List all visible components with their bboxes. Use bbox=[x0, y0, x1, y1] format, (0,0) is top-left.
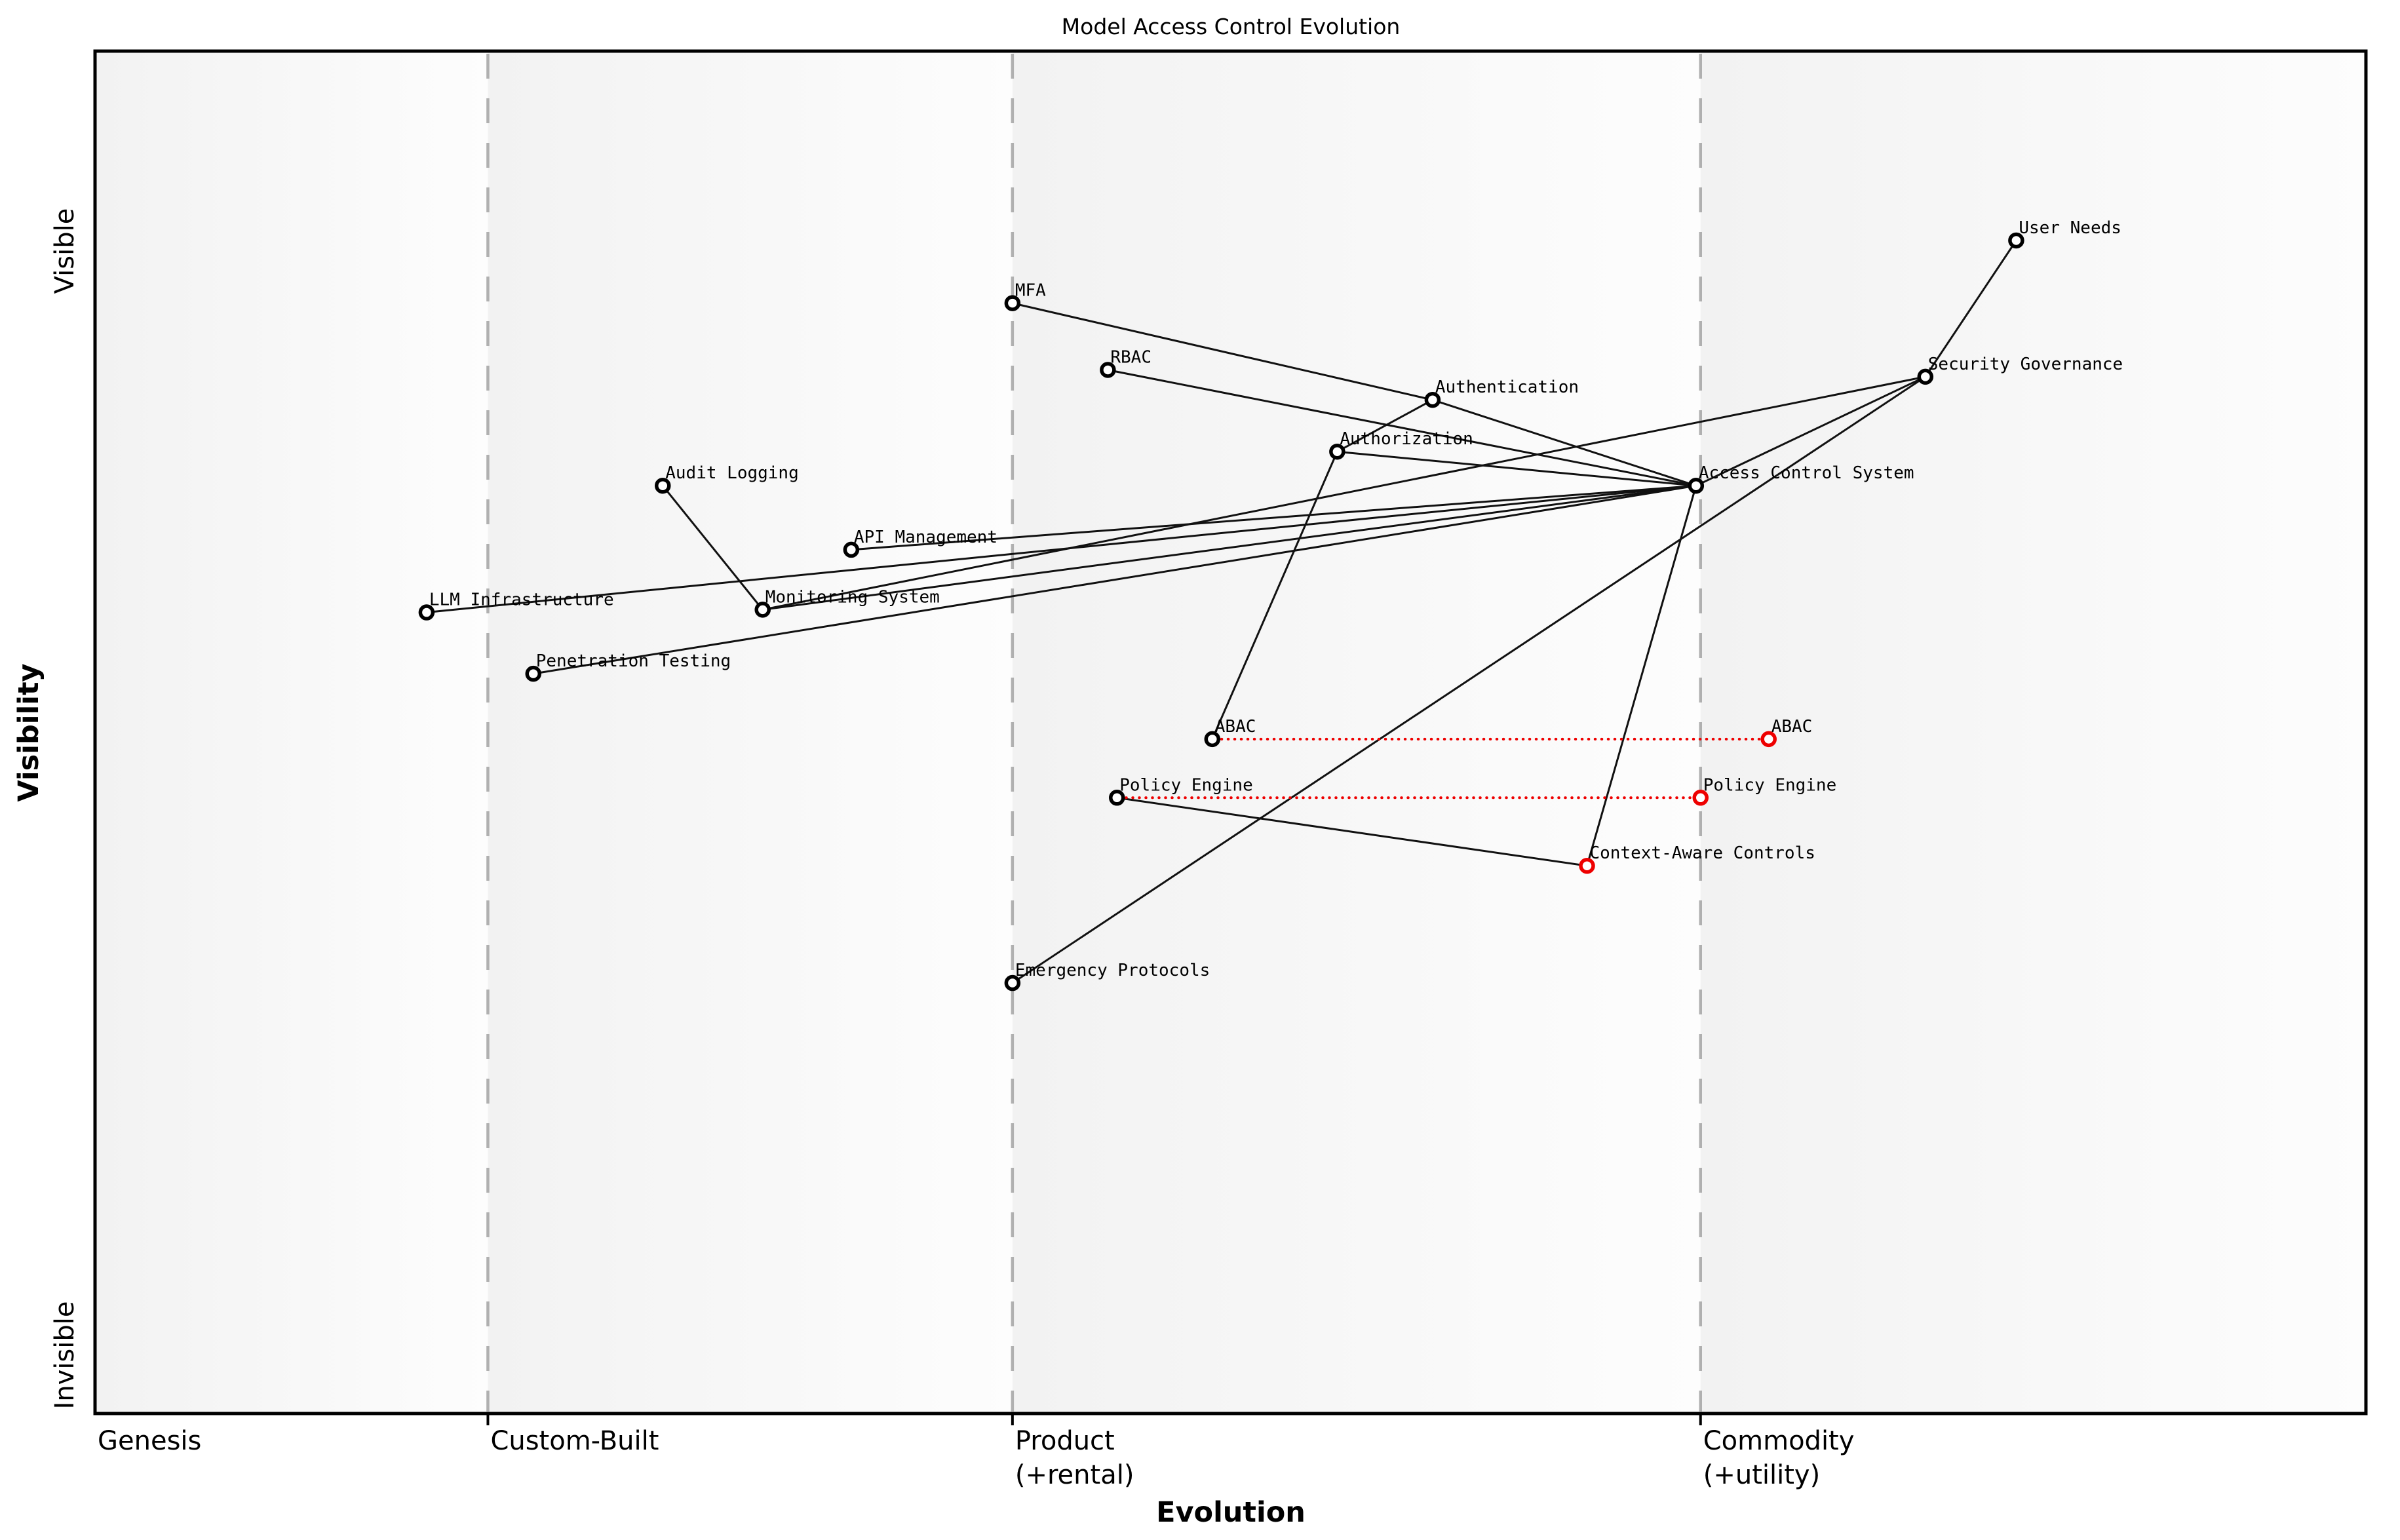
stage-boundary-lines bbox=[486, 54, 1703, 1412]
stage-zone bbox=[95, 51, 488, 1414]
edge-rbac--access_control_system bbox=[1108, 369, 1697, 487]
node-llm_infrastructure bbox=[418, 604, 435, 621]
stage-label-product: Product (+rental) bbox=[1015, 1426, 1134, 1490]
edge-user_needs--security_governance bbox=[1924, 240, 2017, 377]
stage-label-genesis: Genesis bbox=[98, 1426, 201, 1456]
node-label-authentication: Authentication bbox=[1435, 377, 1579, 397]
node-label-penetration_testing: Penetration Testing bbox=[536, 651, 731, 671]
node-label-mfa: MFA bbox=[1015, 281, 1046, 301]
node-label-api_management: API Management bbox=[854, 528, 997, 547]
edge-authorization--access_control_system bbox=[1337, 450, 1696, 487]
y-axis-bottom-label: Invisible bbox=[50, 1301, 80, 1410]
node-authentication bbox=[1424, 391, 1441, 408]
node-label-authorization: Authorization bbox=[1340, 429, 1473, 449]
component-nodes bbox=[418, 232, 2024, 991]
node-context_aware_controls bbox=[1579, 857, 1595, 874]
edge-monitoring_system--access_control_system bbox=[762, 484, 1697, 611]
edge-authorization--abac bbox=[1211, 451, 1338, 740]
node-penetration_testing bbox=[525, 665, 541, 682]
node-label-rbac: RBAC bbox=[1110, 347, 1152, 367]
edge-security_governance--access_control_system bbox=[1695, 375, 1926, 487]
y-axis-title: Visibility bbox=[12, 663, 45, 801]
node-policy_engine_future bbox=[1692, 790, 1709, 806]
x-axis-title: Evolution bbox=[1156, 1496, 1306, 1529]
stage-zone bbox=[1700, 51, 2366, 1414]
stage-zones bbox=[95, 51, 2366, 1414]
edge-api_management--access_control_system bbox=[851, 484, 1696, 551]
node-api_management bbox=[843, 541, 860, 558]
edge-penetration_testing--access_control_system bbox=[533, 484, 1697, 675]
node-label-audit_logging: Audit Logging bbox=[665, 463, 799, 483]
node-emergency_protocols bbox=[1004, 974, 1021, 991]
node-label-policy_engine: Policy Engine bbox=[1119, 775, 1253, 795]
node-label-policy_engine_future: Policy Engine bbox=[1703, 775, 1837, 795]
edge-audit_logging--monitoring_system bbox=[662, 485, 764, 611]
node-monitoring_system bbox=[754, 602, 771, 618]
node-label-abac: ABAC bbox=[1215, 717, 1256, 737]
edge-policy_engine--context_aware_controls bbox=[1117, 796, 1587, 867]
node-authorization bbox=[1329, 443, 1345, 460]
stage-zone bbox=[488, 51, 1013, 1414]
component-labels: User Needs Security Governance MFA RBAC Auth… bbox=[429, 218, 2123, 980]
edge-authentication--authorization bbox=[1336, 398, 1433, 453]
y-axis-top-label: Visible bbox=[50, 208, 80, 294]
node-audit_logging bbox=[655, 477, 671, 494]
edge-security_governance--emergency_protocols bbox=[1012, 375, 1926, 984]
node-label-llm_infrastructure: LLM Infrastructure bbox=[429, 590, 614, 610]
node-label-context_aware_controls: Context-Aware Controls bbox=[1590, 843, 1815, 863]
node-access_control_system bbox=[1688, 477, 1705, 494]
edge-mfa--authentication bbox=[1012, 302, 1433, 401]
evolution-arrows bbox=[1125, 737, 1761, 799]
chart-title: Model Access Control Evolution bbox=[1062, 14, 1401, 39]
stage-label-custom-built: Custom-Built bbox=[490, 1426, 659, 1456]
node-policy_engine bbox=[1109, 790, 1125, 806]
edge-llm_infrastructure--access_control_system bbox=[426, 484, 1696, 614]
edge-access_control_system--context_aware_controls bbox=[1586, 485, 1697, 866]
node-label-monitoring_system: Monitoring System bbox=[765, 587, 940, 607]
node-user_needs bbox=[2008, 232, 2024, 249]
node-rbac bbox=[1100, 362, 1116, 378]
edge-security_governance--monitoring_system bbox=[762, 375, 1926, 611]
stage-zone bbox=[1012, 51, 1701, 1414]
stage-label-commodity: Commodity (+utility) bbox=[1703, 1426, 1855, 1490]
node-security_governance bbox=[1917, 368, 1934, 385]
dependency-edges bbox=[426, 240, 2017, 984]
edge-authentication--access_control_system bbox=[1432, 398, 1697, 487]
stage-ticks bbox=[486, 1414, 1702, 1425]
x-axis-stage-labels: Genesis Custom-Built Product (+rental) Commo… bbox=[98, 1426, 1854, 1490]
node-label-user_needs: User Needs bbox=[2019, 218, 2121, 238]
node-label-security_governance: Security Governance bbox=[1928, 355, 2123, 374]
node-mfa bbox=[1004, 295, 1021, 311]
node-label-emergency_protocols: Emergency Protocols bbox=[1015, 961, 1210, 980]
node-label-access_control_system: Access Control System bbox=[1699, 463, 1914, 483]
node-abac bbox=[1204, 731, 1221, 748]
node-label-abac_future: ABAC bbox=[1771, 717, 1813, 737]
node-abac_future bbox=[1760, 731, 1777, 748]
plot-frame bbox=[93, 49, 2368, 1415]
